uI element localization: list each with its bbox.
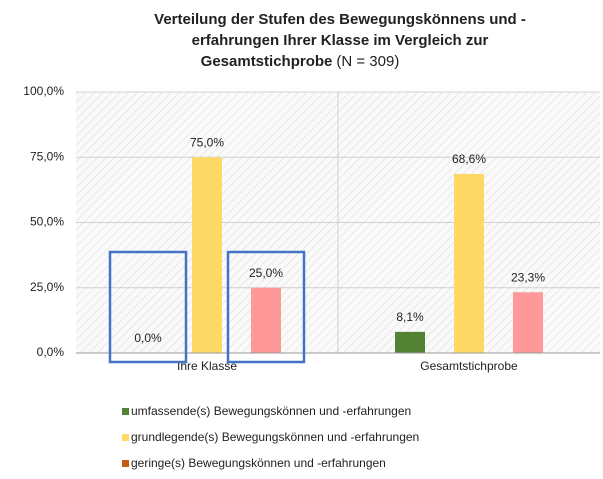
data-label: 25,0% <box>249 266 283 280</box>
chart-title: Gesamtstichprobe (N = 309) <box>201 53 400 70</box>
bar <box>454 173 484 353</box>
bar <box>395 331 425 353</box>
title-note: (N = 309) <box>336 53 399 70</box>
x-tick-label: Ihre Klasse <box>177 359 237 373</box>
y-tick-label: 100,0% <box>23 84 64 98</box>
highlight-box <box>226 250 306 364</box>
legend-swatch <box>122 460 129 467</box>
data-label: 68,6% <box>452 152 486 166</box>
y-tick-label: 25,0% <box>30 280 64 294</box>
title-line: erfahrungen Ihrer Klasse im Vergleich zu… <box>192 32 489 49</box>
y-tick-label: 0,0% <box>37 345 65 359</box>
data-label: 23,3% <box>511 270 545 284</box>
y-tick-label: 75,0% <box>30 149 64 163</box>
bar <box>513 292 543 353</box>
legend-swatch <box>122 408 129 415</box>
title-line: Gesamtstichprobe <box>201 53 333 70</box>
title-line: Verteilung der Stufen des Bewegungskönne… <box>154 11 526 28</box>
chart-title: Verteilung der Stufen des Bewegungskönne… <box>154 11 526 28</box>
legend-swatch <box>122 434 129 441</box>
highlight-box <box>108 250 188 364</box>
y-tick-label: 50,0% <box>30 215 64 229</box>
legend-label: geringe(s) Bewegungskönnen und -erfahrun… <box>131 456 386 470</box>
data-label: 8,1% <box>396 310 424 324</box>
data-label: 75,0% <box>190 135 224 149</box>
data-label: 0,0% <box>134 331 162 345</box>
bar <box>192 157 222 353</box>
legend-label: grundlegende(s) Bewegungskönnen und -erf… <box>131 430 419 444</box>
legend-label: umfassende(s) Bewegungskönnen und -erfah… <box>131 404 411 418</box>
x-tick-label: Gesamtstichprobe <box>420 359 518 373</box>
chart-title: erfahrungen Ihrer Klasse im Vergleich zu… <box>192 32 489 49</box>
bar <box>251 287 281 353</box>
